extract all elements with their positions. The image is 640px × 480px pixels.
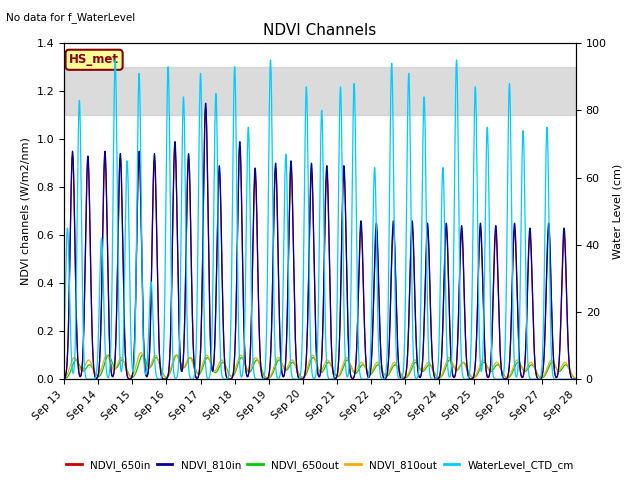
Y-axis label: Water Level (cm): Water Level (cm) <box>612 164 622 259</box>
Text: HS_met: HS_met <box>69 53 119 66</box>
Legend: NDVI_650in, NDVI_810in, NDVI_650out, NDVI_810out, WaterLevel_CTD_cm: NDVI_650in, NDVI_810in, NDVI_650out, NDV… <box>62 456 578 475</box>
Text: No data for f_WaterLevel: No data for f_WaterLevel <box>6 12 136 23</box>
Bar <box>64 67 576 115</box>
Y-axis label: NDVI channels (W/m2/nm): NDVI channels (W/m2/nm) <box>21 137 31 285</box>
Title: NDVI Channels: NDVI Channels <box>264 23 376 38</box>
